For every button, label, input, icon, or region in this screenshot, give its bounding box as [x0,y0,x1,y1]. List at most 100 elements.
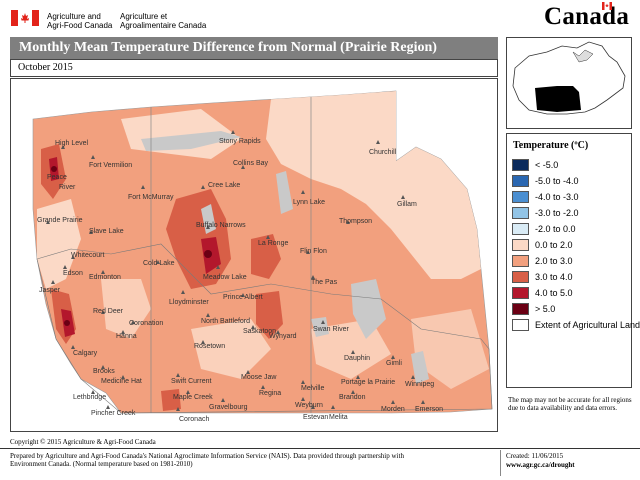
city-label: Dauphin [344,355,370,362]
legend-swatch [512,175,529,187]
legend-label: -5.0 to -4.0 [535,176,579,186]
map-lakes [141,131,429,384]
legend-swatch [512,223,529,235]
legend-item: 0.0 to 2.0 [512,239,630,252]
city-label: Edmonton [89,274,121,281]
city-label: Coronation [129,320,163,327]
map-temperature-zones [37,91,489,411]
legend-title: Temperature (ºC) [513,140,589,151]
city-label: Medicine Hat [101,378,142,385]
city-label: Cree Lake [208,182,240,189]
legend-swatch [512,287,529,299]
city-label: Collins Bay [233,160,269,167]
city-label: Brooks [93,368,115,375]
legend-label: 3.0 to 4.0 [535,272,573,282]
city-label: North Battleford [201,318,250,325]
legend-label: -4.0 to -3.0 [535,192,579,202]
city-label: Winnipeg [405,381,434,388]
canada-flag-icon [11,10,39,26]
legend-label: < -5.0 [535,160,559,170]
city-label: Coronach [179,416,209,423]
legend-swatch [512,319,529,331]
locator-map-canvas [512,41,626,115]
legend-swatch [512,239,529,251]
footer-credits: Prepared by Agriculture and Agri-Food Ca… [10,452,490,468]
city-label: Fort McMurray [128,194,174,201]
department-name-french: Agriculture et Agroalimentaire Canada [120,12,230,30]
city-label: Red Deer [93,308,124,315]
legend-item: -5.0 to -4.0 [512,175,630,188]
legend-label: 4.0 to 5.0 [535,288,573,298]
city-label: Portage la Prairie [341,379,395,386]
map-title: Monthly Mean Temperature Difference from… [10,37,498,59]
dept-fr-line2: Agroalimentaire Canada [120,21,207,30]
city-label: Melville [301,385,324,392]
map-provincial-borders [150,97,312,413]
city-label: Prince Albert [223,294,263,301]
footer-divider-line [0,448,640,449]
city-label: The Pas [311,279,338,286]
legend-item: Extent of Agricultural Land [512,319,640,332]
legend-item: 4.0 to 5.0 [512,287,630,300]
legend-item: 2.0 to 3.0 [512,255,630,268]
city-label: Maple Creek [173,394,213,401]
city-label: Calgary [73,350,98,357]
city-label: Stony Rapids [219,138,261,145]
city-label: Hanna [116,333,137,340]
city-label: Weyburn [295,402,323,409]
legend-swatch [512,271,529,283]
city-label: Morden [381,406,405,413]
city-label: Saskatoon [243,328,276,335]
city-label: Thompson [339,218,372,225]
canada-wordmark: Canada [544,3,630,30]
department-name-english: Agriculture and Agri-Food Canada [47,12,117,30]
city-label: Edson [63,270,83,277]
city-label: Moose Jaw [241,374,277,381]
legend-label: > 5.0 [535,304,556,314]
legend-item: -4.0 to -3.0 [512,191,630,204]
legend-swatch [512,255,529,267]
city-label: Emerson [415,406,443,413]
city-label: Estevan [303,414,328,421]
city-label: Grande Prairie [37,217,83,224]
prairie-temperature-map: High Level Fort Vermilion Stony Rapids C… [10,78,498,432]
dept-fr-line1: Agriculture et [120,12,168,21]
city-label: Swan River [313,326,349,333]
canada-locator-map [506,37,632,129]
city-label: Flin Flon [300,248,327,255]
city-label: Gravelbourg [209,404,248,411]
city-label: Slave Lake [89,228,124,235]
city-label: Buffalo Narrows [196,222,246,229]
legend-swatch [512,303,529,315]
city-label: Jasper [39,287,61,294]
map-canvas: High Level Fort Vermilion Stony Rapids C… [32,90,493,423]
city-label: Whitecourt [71,252,105,259]
map-city-labels: High Level Fort Vermilion Stony Rapids C… [37,138,443,423]
city-label: Gillam [397,201,417,208]
legend-label: 0.0 to 2.0 [535,240,573,250]
city-label: Fort Vermilion [89,162,132,169]
city-label: Gimli [386,360,402,367]
city-label: Lloydminster [169,299,209,306]
city-label: Melita [329,414,348,421]
city-label: Swift Current [171,378,212,385]
footer-created-date: Created: 11/06/2015 [506,452,564,460]
city-label: Regina [259,390,281,397]
city-label: Rosetown [194,343,225,350]
city-label: Peace [47,174,67,181]
city-label: Brandon [339,394,366,401]
legend-swatch [512,207,529,219]
map-city-markers [46,130,425,411]
city-label: Cold Lake [143,260,175,267]
city-label: Pincher Creek [91,410,136,417]
footer-prepared-line1: Prepared by Agriculture and Agri-Food Ca… [10,452,404,460]
legend-item: 3.0 to 4.0 [512,271,630,284]
legend-label: -3.0 to -2.0 [535,208,579,218]
copyright-notice: Copyright © 2015 Agriculture & Agri-Food… [10,438,156,446]
footer-column-divider [500,450,501,476]
city-label: Lynn Lake [293,199,325,206]
legend-swatch [512,159,529,171]
city-label: Lethbridge [73,394,106,401]
city-label: Wynyard [269,333,297,340]
footer-created-info: Created: 11/06/2015 www.agr.gc.ca/drough… [506,452,575,470]
